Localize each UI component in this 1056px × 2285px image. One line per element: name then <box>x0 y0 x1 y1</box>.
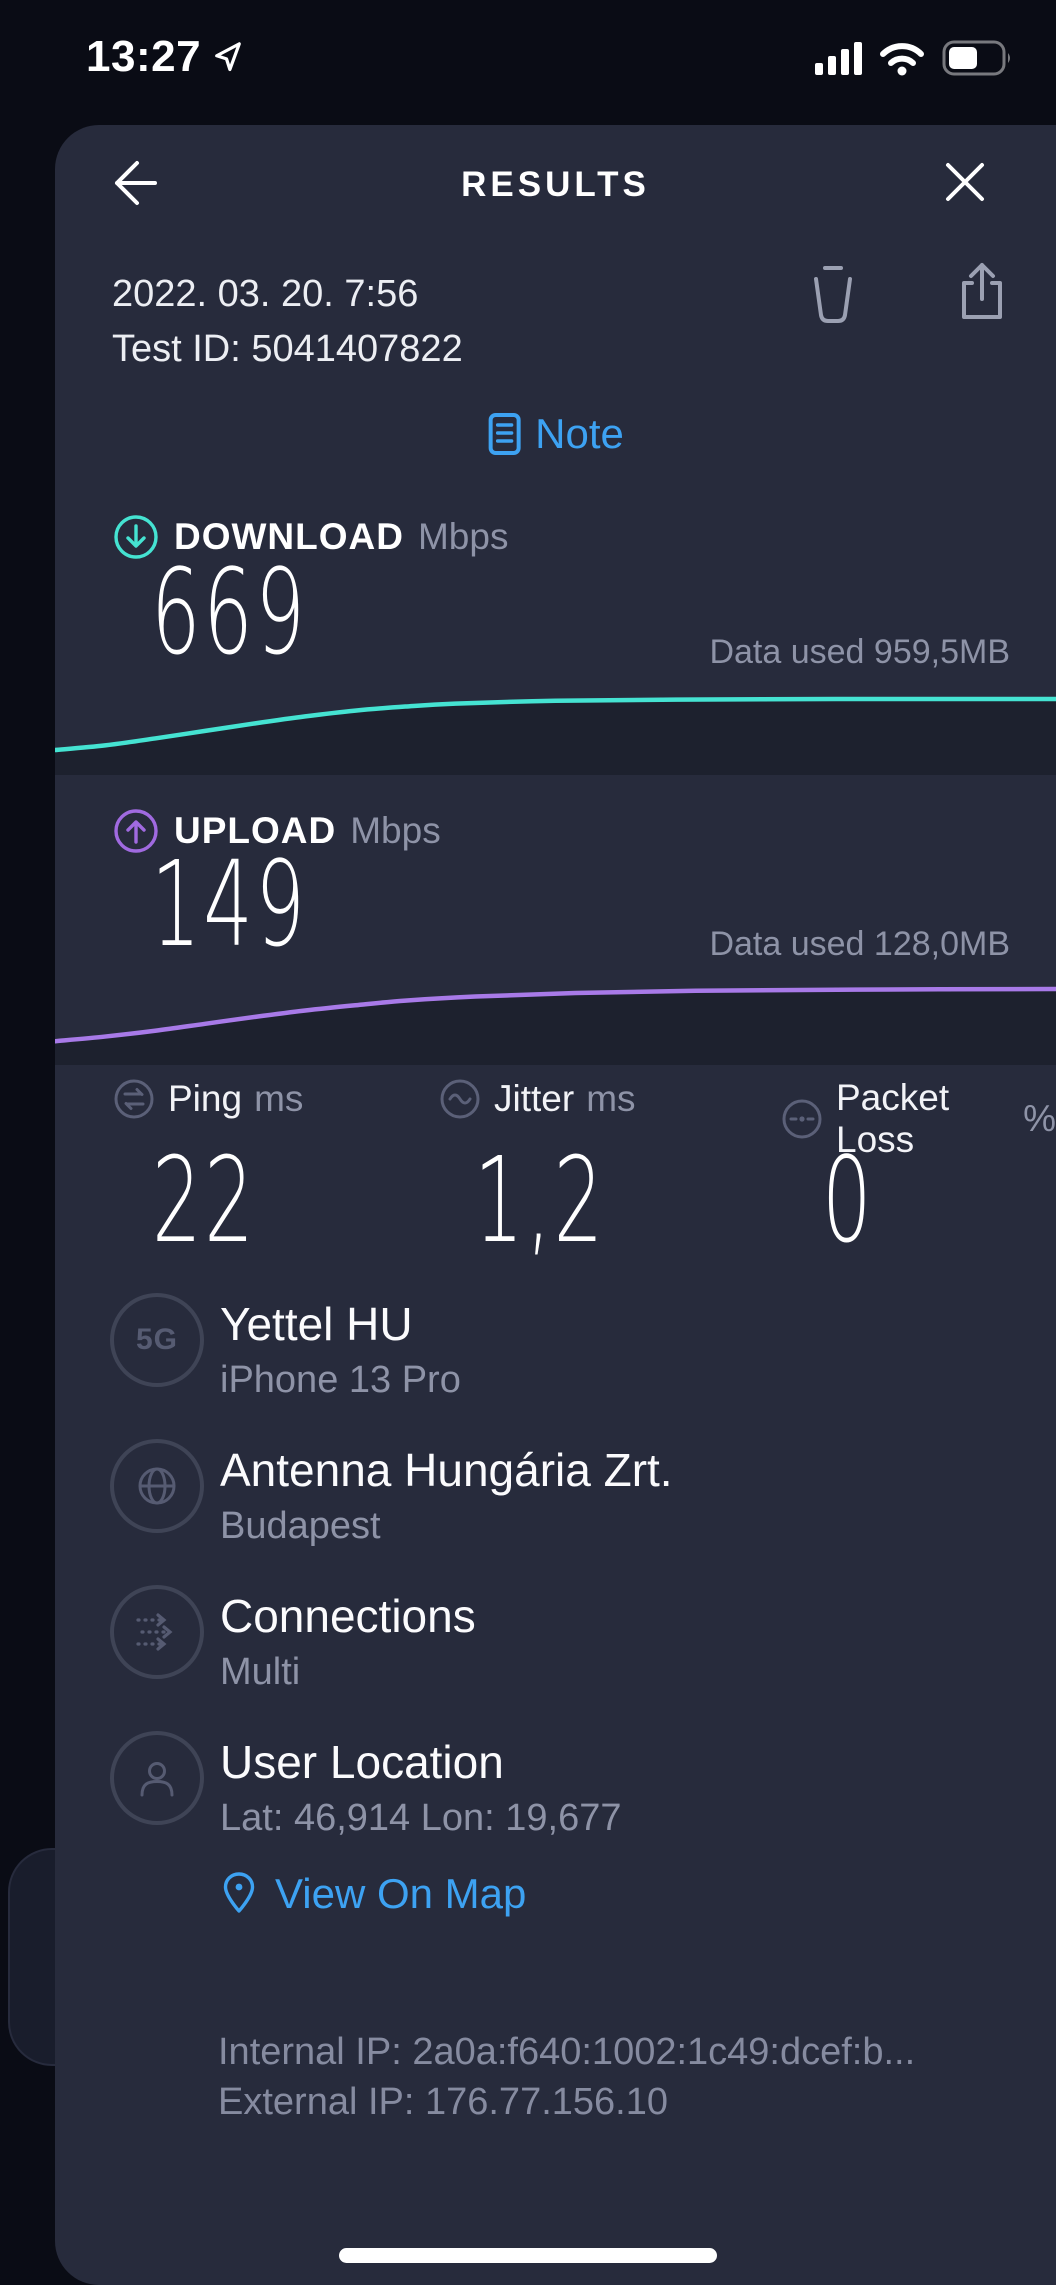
internal-ip: Internal IP: 2a0a:f640:1002:1c49:dcef:b.… <box>218 2031 916 2073</box>
upload-header: UPLOAD Mbps <box>112 807 441 855</box>
packet-loss-metric: Packet Loss % 0 <box>780 1077 1056 1259</box>
upload-icon <box>112 807 160 855</box>
jitter-metric: Jitter ms 1,2 <box>438 1077 636 1259</box>
status-indicators <box>815 40 1016 76</box>
download-icon <box>112 513 160 561</box>
connections-mode: Multi <box>220 1651 301 1693</box>
jitter-label: Jitter <box>494 1078 575 1119</box>
user-icon <box>110 1731 204 1825</box>
download-unit: Mbps <box>417 516 509 557</box>
multi-connections-icon <box>110 1585 204 1679</box>
download-label: DOWNLOAD <box>174 516 404 557</box>
server-provider: Antenna Hungária Zrt. <box>220 1444 673 1496</box>
note-label: Note <box>535 410 624 457</box>
wifi-icon <box>878 40 926 76</box>
ping-unit: ms <box>254 1078 304 1119</box>
download-data-used: Data used 959,5MB <box>709 633 1010 671</box>
note-button[interactable]: Note <box>481 409 630 459</box>
location-arrow-icon <box>213 40 243 74</box>
user-location-coords: Lat: 46,914 Lon: 19,677 <box>220 1797 622 1839</box>
upload-value: 149 <box>151 835 308 973</box>
page-title: RESULTS <box>461 165 650 204</box>
status-bar: 13:27 <box>0 0 1056 125</box>
download-chart <box>55 696 1056 775</box>
delete-button[interactable] <box>807 263 859 325</box>
ping-value: 22 <box>152 1131 257 1269</box>
home-indicator[interactable] <box>339 2248 717 2263</box>
carrier-name: Yettel HU <box>220 1298 413 1350</box>
connections-title: Connections <box>220 1590 476 1642</box>
jitter-value: 1,2 <box>474 1131 606 1269</box>
sheet-header: RESULTS <box>55 125 1056 235</box>
results-sheet: RESULTS 2022. 03. 20. 7:56 Test ID: 5041… <box>55 125 1056 2285</box>
test-date: 2022. 03. 20. 7:56 <box>112 273 419 315</box>
upload-data-used: Data used 128,0MB <box>709 925 1010 963</box>
download-value: 669 <box>151 543 308 681</box>
back-button[interactable] <box>107 155 163 211</box>
packet-loss-value: 0 <box>822 1131 875 1269</box>
view-on-map-label: View On Map <box>275 1870 527 1917</box>
jitter-unit: ms <box>586 1078 636 1119</box>
user-location-title: User Location <box>220 1736 504 1788</box>
upload-label: UPLOAD <box>174 810 337 851</box>
external-ip: External IP: 176.77.156.10 <box>218 2081 668 2123</box>
download-header: DOWNLOAD Mbps <box>112 513 508 561</box>
clock: 13:27 <box>86 32 243 82</box>
ping-metric: Ping ms 22 <box>112 1077 304 1259</box>
ping-icon <box>112 1077 156 1121</box>
device-name: iPhone 13 Pro <box>220 1359 461 1401</box>
5g-badge-icon: 5G <box>110 1293 204 1387</box>
battery-icon <box>942 40 1016 76</box>
server-city: Budapest <box>220 1505 381 1547</box>
packet-loss-icon <box>780 1097 824 1141</box>
upload-chart <box>55 986 1056 1065</box>
view-on-map-button[interactable]: View On Map <box>215 1869 532 1919</box>
map-pin-icon <box>221 1871 257 1917</box>
cellular-signal-icon <box>815 41 862 75</box>
ping-label: Ping <box>168 1078 243 1119</box>
test-id: Test ID: 5041407822 <box>112 328 463 370</box>
packet-loss-label: Packet Loss <box>836 1077 950 1160</box>
ip-info: Internal IP: 2a0a:f640:1002:1c49:dcef:b.… <box>218 2027 915 2127</box>
globe-icon <box>110 1439 204 1533</box>
share-icon[interactable] <box>956 259 1008 323</box>
close-icon[interactable] <box>940 157 990 207</box>
clock-time: 13:27 <box>86 32 202 81</box>
note-icon <box>487 412 521 456</box>
packet-loss-unit: % <box>1023 1098 1056 1139</box>
jitter-icon <box>438 1077 482 1121</box>
upload-unit: Mbps <box>350 810 441 851</box>
